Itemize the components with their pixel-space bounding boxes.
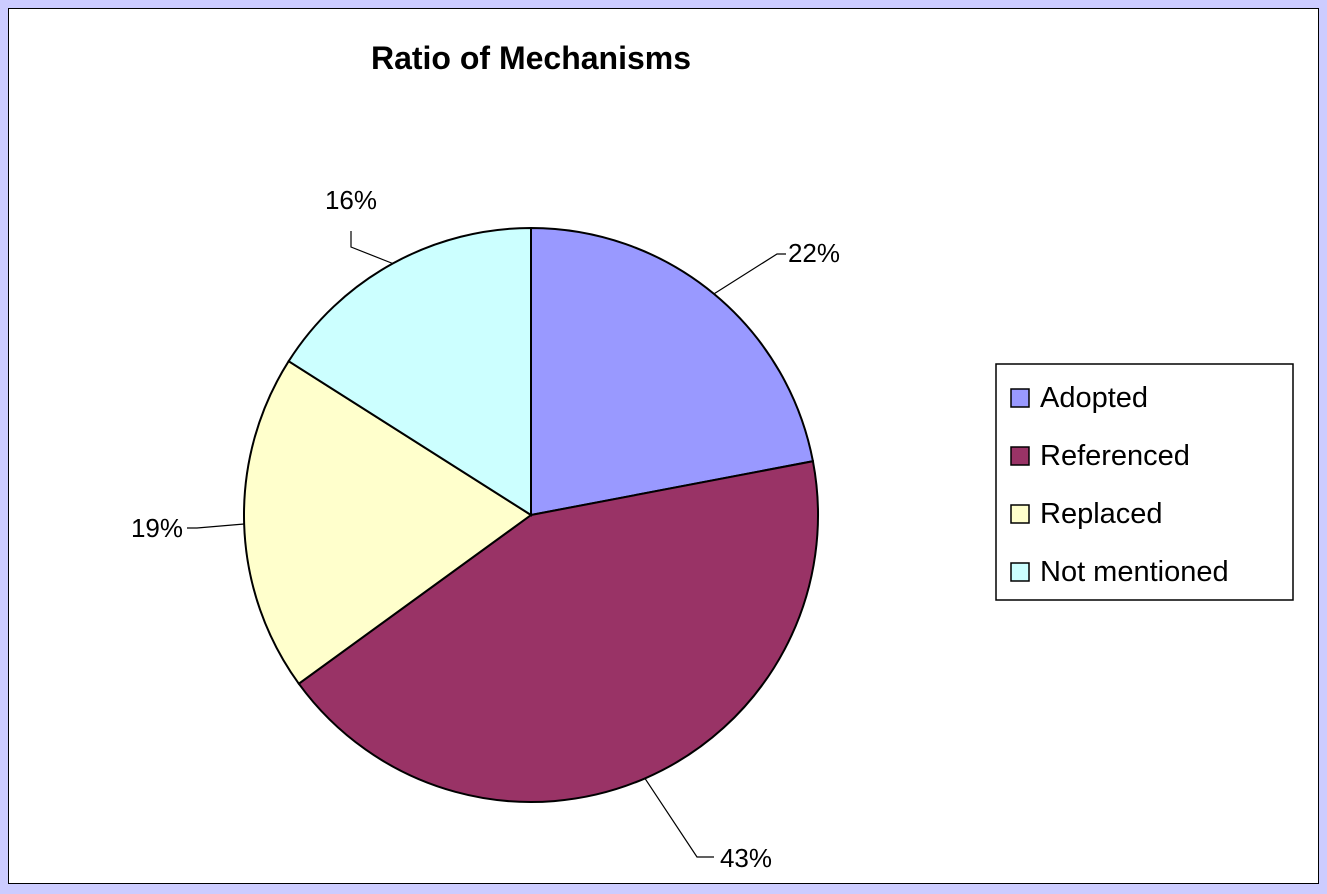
chart-area: Ratio of Mechanisms 22% 43% 19% 16% Adopted… — [8, 8, 1319, 884]
legend-swatch-adopted — [1010, 388, 1030, 408]
leader-line-replaced — [187, 523, 245, 529]
leader-line-not-mentioned — [350, 231, 393, 265]
leader-line-referenced — [644, 778, 714, 858]
leader-line-adopted — [713, 253, 786, 295]
leader-lines — [187, 231, 786, 858]
legend: Adopted Referenced Replaced Not mentioned — [995, 363, 1294, 601]
chart-title: Ratio of Mechanisms — [371, 40, 691, 76]
legend-label-not-mentioned: Not mentioned — [1040, 556, 1229, 588]
data-labels: 22% 43% 19% 16% — [131, 185, 840, 873]
legend-swatch-not-mentioned — [1010, 562, 1030, 582]
legend-swatch-referenced — [1010, 446, 1030, 466]
pie-chart: Ratio of Mechanisms 22% 43% 19% 16% Adopted… — [131, 40, 1294, 873]
legend-swatch-replaced — [1010, 504, 1030, 524]
legend-label-referenced: Referenced — [1040, 440, 1190, 472]
data-label-referenced: 43% — [720, 843, 772, 873]
legend-label-replaced: Replaced — [1040, 498, 1163, 530]
data-label-replaced: 19% — [131, 513, 183, 543]
data-label-adopted: 22% — [788, 238, 840, 268]
pie-slice-replaced — [243, 359, 533, 686]
data-label-not-mentioned: 16% — [325, 185, 377, 215]
pie-slice-not-mentioned — [287, 226, 532, 517]
pie-slice-adopted — [530, 226, 815, 517]
pie-slices — [243, 226, 819, 803]
legend-box — [995, 363, 1294, 601]
legend-label-adopted: Adopted — [1040, 382, 1148, 414]
pie-slice-referenced — [297, 460, 819, 803]
